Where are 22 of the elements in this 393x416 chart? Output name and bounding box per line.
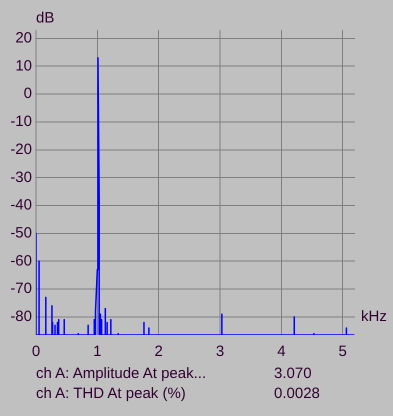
y-tick-label: -40: [10, 196, 32, 214]
y-tick-label: 20: [15, 29, 32, 46]
text: ch A: THD At peak (%): [36, 384, 187, 404]
text: 3.070: [274, 364, 313, 384]
x-tick-label: 1: [93, 343, 102, 360]
x-tick-label: 4: [277, 343, 286, 360]
y-axis-title: dB: [36, 10, 54, 27]
y-tick-label: -10: [10, 113, 32, 130]
y-tick-label: -60: [10, 252, 32, 270]
y-tick-label: -50: [10, 224, 32, 242]
y-tick-label: -70: [10, 280, 32, 298]
y-tick-label: -80: [10, 308, 32, 326]
x-tick-label: 2: [154, 343, 163, 360]
x-tick-label: 5: [338, 343, 347, 360]
y-tick-label: -20: [10, 140, 32, 158]
x-tick-label: 3: [216, 343, 224, 360]
y-tick-label: -30: [10, 168, 32, 186]
y-tick-label: 0: [24, 85, 32, 102]
x-axis-title: kHz: [361, 308, 387, 326]
text: ch A: Amplitude At peak...: [36, 364, 208, 384]
y-tick-label: 10: [15, 57, 32, 74]
text: 0.0028: [274, 384, 321, 404]
